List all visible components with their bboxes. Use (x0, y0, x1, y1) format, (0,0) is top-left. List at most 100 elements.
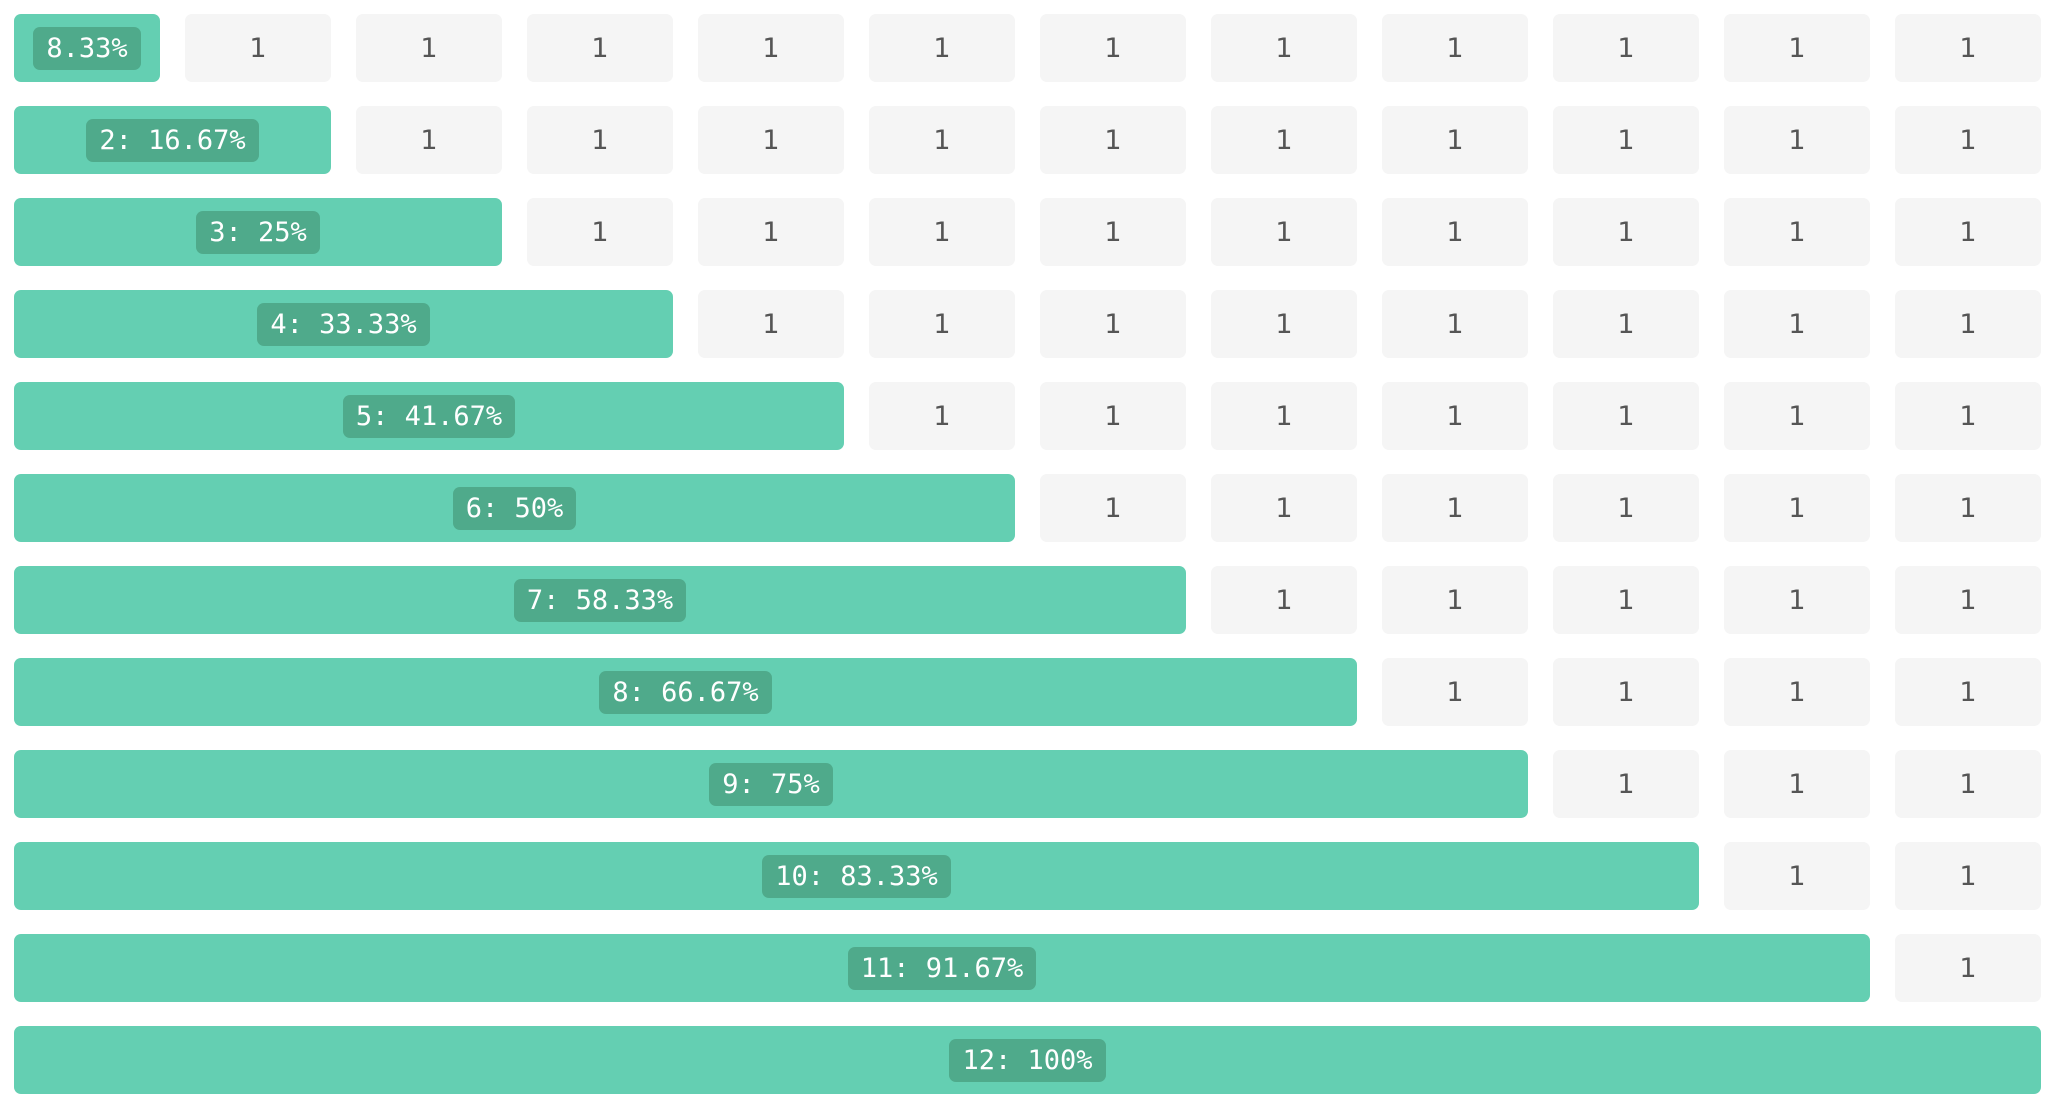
single-column-cell: 1 (1553, 14, 1699, 82)
span-label: 12: 100% (949, 1038, 1106, 1082)
span-cell-7: 7: 58.33% (14, 566, 1186, 634)
span-cell-8: 8: 66.67% (14, 658, 1357, 726)
single-column-cell: 1 (869, 14, 1015, 82)
single-column-cell: 1 (1553, 474, 1699, 542)
single-column-cell: 1 (527, 198, 673, 266)
single-column-cell: 1 (1382, 290, 1528, 358)
single-column-cell: 1 (1895, 198, 2041, 266)
single-column-cell: 1 (1895, 566, 2041, 634)
span-cell-2: 2: 16.67% (14, 106, 331, 174)
single-column-cell: 1 (1382, 566, 1528, 634)
single-column-cell: 1 (1211, 14, 1357, 82)
span-cell-3: 3: 25% (14, 198, 502, 266)
grid-row-11: 11: 91.67% 1 (14, 934, 2041, 1002)
single-column-cell: 1 (527, 14, 673, 82)
single-column-cell: 1 (1040, 290, 1186, 358)
single-column-cell: 1 (1040, 198, 1186, 266)
single-column-cell: 1 (1724, 106, 1870, 174)
grid-row-6: 6: 50% 1 1 1 1 1 1 (14, 474, 2041, 542)
single-column-cell: 1 (1895, 106, 2041, 174)
single-column-cell: 1 (1382, 106, 1528, 174)
span-label: 9: 75% (709, 762, 833, 806)
span-label: 10: 83.33% (762, 854, 951, 898)
single-column-cell: 1 (1724, 842, 1870, 910)
single-column-cell: 1 (1895, 474, 2041, 542)
single-column-cell: 1 (1895, 750, 2041, 818)
single-column-cell: 1 (1211, 106, 1357, 174)
single-column-cell: 1 (1211, 290, 1357, 358)
grid-row-10: 10: 83.33% 1 1 (14, 842, 2041, 910)
grid-row-12: 12: 100% (14, 1026, 2041, 1094)
single-column-cell: 1 (1724, 198, 1870, 266)
span-label: 3: 25% (196, 210, 320, 254)
single-column-cell: 1 (1895, 658, 2041, 726)
single-column-cell: 1 (185, 14, 331, 82)
column-span-grid: 8.33% 1 1 1 1 1 1 1 1 1 1 1 2: 16.67% 1 1 1 1 1 1 1 1 1 1 3: 25… (14, 14, 2041, 1118)
single-column-cell: 1 (1895, 14, 2041, 82)
single-column-cell: 1 (1211, 382, 1357, 450)
span-label: 7: 58.33% (513, 578, 687, 622)
span-label: 2: 16.67% (86, 118, 259, 162)
single-column-cell: 1 (1040, 382, 1186, 450)
single-column-cell: 1 (1895, 290, 2041, 358)
single-column-cell: 1 (869, 382, 1015, 450)
span-cell-12: 12: 100% (14, 1026, 2041, 1094)
single-column-cell: 1 (1211, 474, 1357, 542)
single-column-cell: 1 (1382, 474, 1528, 542)
span-cell-5: 5: 41.67% (14, 382, 844, 450)
span-label: 5: 41.67% (342, 394, 516, 438)
single-column-cell: 1 (1553, 106, 1699, 174)
span-cell-1: 8.33% (14, 14, 160, 82)
single-column-cell: 1 (1211, 566, 1357, 634)
single-column-cell: 1 (1553, 566, 1699, 634)
single-column-cell: 1 (1553, 658, 1699, 726)
single-column-cell: 1 (1895, 382, 2041, 450)
grid-row-1: 8.33% 1 1 1 1 1 1 1 1 1 1 1 (14, 14, 2041, 82)
grid-row-4: 4: 33.33% 1 1 1 1 1 1 1 1 (14, 290, 2041, 358)
single-column-cell: 1 (527, 106, 673, 174)
single-column-cell: 1 (869, 198, 1015, 266)
single-column-cell: 1 (1724, 474, 1870, 542)
single-column-cell: 1 (1382, 14, 1528, 82)
span-label: 4: 33.33% (257, 302, 430, 346)
single-column-cell: 1 (356, 14, 502, 82)
grid-row-8: 8: 66.67% 1 1 1 1 (14, 658, 2041, 726)
grid-row-3: 3: 25% 1 1 1 1 1 1 1 1 1 (14, 198, 2041, 266)
span-label: 8: 66.67% (599, 670, 772, 714)
single-column-cell: 1 (356, 106, 502, 174)
single-column-cell: 1 (698, 14, 844, 82)
single-column-cell: 1 (1724, 658, 1870, 726)
single-column-cell: 1 (698, 290, 844, 358)
grid-row-5: 5: 41.67% 1 1 1 1 1 1 1 (14, 382, 2041, 450)
span-cell-4: 4: 33.33% (14, 290, 673, 358)
single-column-cell: 1 (1724, 290, 1870, 358)
span-label: 11: 91.67% (847, 946, 1037, 990)
single-column-cell: 1 (1724, 750, 1870, 818)
single-column-cell: 1 (1724, 382, 1870, 450)
single-column-cell: 1 (1211, 198, 1357, 266)
single-column-cell: 1 (1724, 14, 1870, 82)
single-column-cell: 1 (1040, 14, 1186, 82)
single-column-cell: 1 (1382, 382, 1528, 450)
span-cell-11: 11: 91.67% (14, 934, 1870, 1002)
single-column-cell: 1 (698, 198, 844, 266)
single-column-cell: 1 (1895, 934, 2041, 1002)
span-label: 8.33% (33, 26, 141, 70)
single-column-cell: 1 (698, 106, 844, 174)
single-column-cell: 1 (1724, 566, 1870, 634)
grid-row-7: 7: 58.33% 1 1 1 1 1 (14, 566, 2041, 634)
single-column-cell: 1 (1553, 382, 1699, 450)
single-column-cell: 1 (1553, 198, 1699, 266)
single-column-cell: 1 (1553, 290, 1699, 358)
single-column-cell: 1 (869, 290, 1015, 358)
single-column-cell: 1 (1382, 198, 1528, 266)
span-cell-10: 10: 83.33% (14, 842, 1699, 910)
single-column-cell: 1 (1040, 106, 1186, 174)
span-label: 6: 50% (452, 486, 577, 530)
single-column-cell: 1 (1553, 750, 1699, 818)
grid-row-9: 9: 75% 1 1 1 (14, 750, 2041, 818)
span-cell-9: 9: 75% (14, 750, 1528, 818)
span-cell-6: 6: 50% (14, 474, 1015, 542)
single-column-cell: 1 (1382, 658, 1528, 726)
single-column-cell: 1 (1040, 474, 1186, 542)
